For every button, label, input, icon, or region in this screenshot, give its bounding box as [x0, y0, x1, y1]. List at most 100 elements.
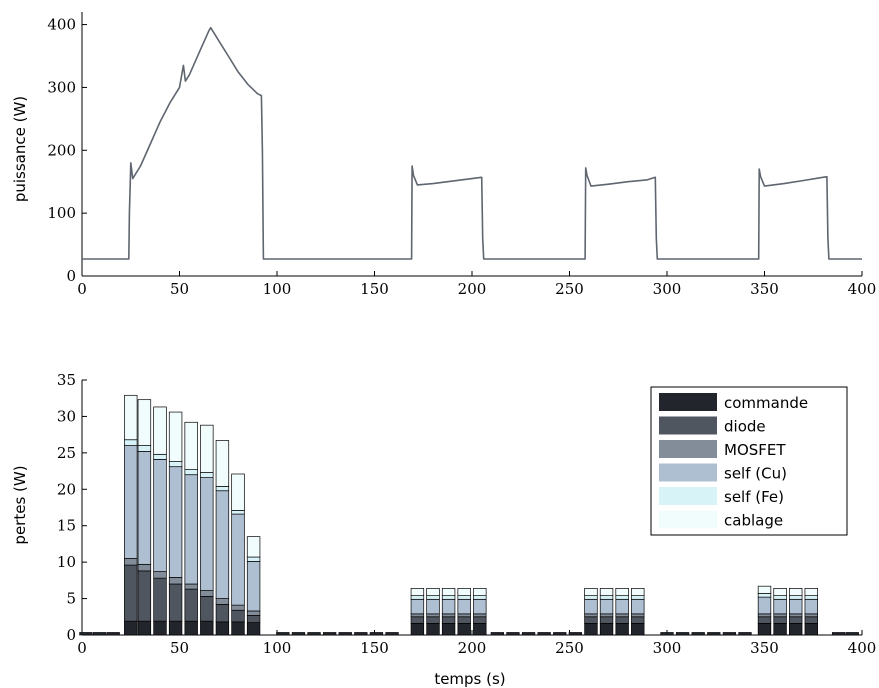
idle-bar — [276, 632, 290, 636]
top-y-tick-label: 0 — [66, 267, 76, 285]
bar-segment — [615, 588, 629, 597]
bar-segment — [215, 604, 230, 623]
bar-segment — [757, 613, 772, 618]
bar-segment — [631, 595, 645, 600]
bar-segment — [426, 595, 440, 600]
legend-swatch — [659, 393, 717, 411]
bar-segment — [457, 622, 471, 636]
bottom-y-tick-label: 25 — [57, 444, 76, 462]
bar-segment — [773, 622, 787, 636]
bar-segment — [757, 622, 772, 636]
bottom-y-tick-label: 20 — [57, 480, 76, 498]
bottom-y-tick-label: 10 — [57, 553, 76, 571]
bar-segment — [599, 595, 614, 600]
idle-bar — [490, 632, 504, 636]
top-x-tick-label: 300 — [653, 280, 682, 298]
bar-segment — [615, 598, 629, 615]
top-y-tick-label: 200 — [47, 141, 76, 159]
bar-segment — [168, 577, 183, 585]
idle-bar — [506, 632, 520, 636]
bar-segment — [457, 595, 471, 600]
idle-bar — [79, 632, 93, 636]
top-y-tick-label: 100 — [47, 204, 76, 222]
idle-bar — [521, 632, 536, 636]
bar-segment — [153, 577, 167, 622]
bar-segment — [804, 595, 818, 600]
top-x-tick-label: 250 — [555, 280, 584, 298]
bar-segment — [773, 588, 787, 597]
bar-segment — [231, 513, 245, 606]
bar-segment — [441, 588, 456, 597]
bar-segment — [789, 622, 803, 636]
bar-segment — [231, 621, 245, 636]
legend-label: cablage — [724, 512, 783, 530]
bar-segment — [631, 622, 645, 636]
bottom-x-tick-label: 400 — [848, 639, 877, 657]
bottom-x-tick-label: 50 — [170, 639, 189, 657]
bottom-y-tick-label: 5 — [66, 590, 76, 608]
bar-segment — [599, 622, 614, 636]
bar-segment — [168, 411, 183, 462]
bottom-x-tick-label: 0 — [77, 639, 87, 657]
bar-segment — [124, 620, 138, 636]
bar-segment — [200, 424, 214, 473]
idle-bar — [369, 632, 384, 636]
idle-bar — [338, 632, 352, 636]
bar-segment — [631, 598, 645, 615]
bottom-x-tick-label: 300 — [653, 639, 682, 657]
bar-segment — [773, 613, 787, 618]
top-x-tick-label: 100 — [263, 280, 292, 298]
bar-segment — [200, 472, 214, 478]
bar-segment — [599, 613, 614, 618]
idle-bar — [568, 632, 582, 636]
bar-segment — [789, 616, 803, 624]
bar-segment — [137, 570, 152, 622]
legend-swatch — [659, 487, 717, 505]
bar-segment — [410, 598, 425, 615]
bar-segment — [137, 399, 152, 446]
legend-swatch — [659, 440, 717, 458]
bar-segment — [804, 622, 818, 636]
bar-segment — [426, 622, 440, 636]
bar-segment — [153, 459, 167, 572]
legend-swatch — [659, 510, 717, 529]
bar-segment — [584, 598, 598, 615]
bar-segment — [599, 616, 614, 624]
bar-segment — [789, 613, 803, 618]
losses-plot: 0 50 100 150 200 250 300 350 400 0 5 10 15 20 25 30 35 co… — [57, 371, 876, 657]
idle-bar — [738, 632, 752, 636]
bar-segment — [457, 588, 471, 597]
top-x-tick-label: 0 — [77, 280, 87, 298]
idle-bar — [707, 632, 721, 636]
bar-segment — [168, 583, 183, 622]
bar-segment — [184, 583, 198, 590]
bar-segment — [584, 616, 598, 624]
bar-segment — [168, 461, 183, 468]
power-plot: 0 50 100 150 200 250 300 350 400 0 100 200 300 400 — [47, 12, 876, 298]
bar-segment — [168, 620, 183, 636]
bottom-y-tick-label: 35 — [57, 371, 76, 389]
bar-segment — [184, 620, 198, 636]
bottom-x-tick-label: 350 — [750, 639, 779, 657]
bar-segment — [410, 622, 425, 636]
bar-segment — [246, 622, 261, 636]
bar-segment — [124, 558, 138, 566]
bar-segment — [584, 622, 598, 636]
bar-segment — [757, 585, 772, 594]
legend-label: commande — [724, 394, 808, 412]
bar-segment — [426, 598, 440, 615]
bar-segment — [426, 616, 440, 624]
bar-segment — [184, 469, 198, 476]
legend-label: self (Cu) — [724, 465, 787, 483]
idle-bar — [307, 632, 321, 636]
bar-segment — [153, 571, 167, 579]
bar-segment — [789, 598, 803, 615]
bar-segment — [137, 445, 152, 452]
bottom-ylabel: pertes (W) — [11, 465, 29, 544]
top-y-tick-label: 400 — [47, 16, 76, 34]
bar-segment — [804, 613, 818, 618]
bar-segment — [457, 598, 471, 615]
bar-segment — [615, 616, 629, 624]
top-x-tick-label: 350 — [750, 280, 779, 298]
